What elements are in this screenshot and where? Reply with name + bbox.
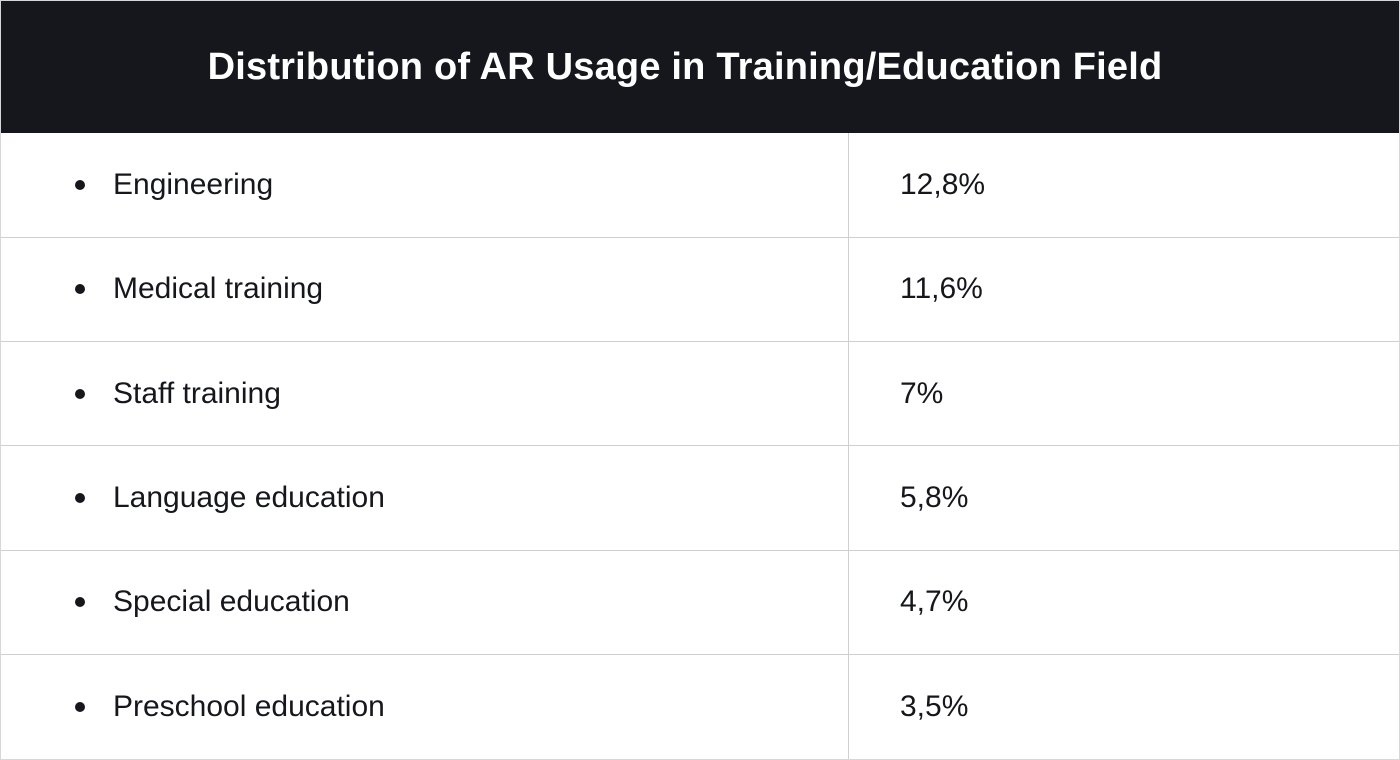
table-row: Staff training 7% xyxy=(1,342,1399,447)
row-value: 5,8% xyxy=(900,480,969,514)
table-body: Engineering 12,8% Medical training 11,6% Sta… xyxy=(1,133,1399,759)
table-row: Engineering 12,8% xyxy=(1,133,1399,238)
table-row: Language education 5,8% xyxy=(1,446,1399,551)
table-row: Medical training 11,6% xyxy=(1,237,1399,343)
bullet-icon xyxy=(75,179,85,190)
row-category: Preschool education xyxy=(113,689,385,723)
row-category: Engineering xyxy=(113,167,274,201)
row-category: Special education xyxy=(113,585,350,619)
row-value: 3,5% xyxy=(900,689,969,723)
bullet-icon xyxy=(75,388,85,399)
row-category: Language education xyxy=(113,480,385,514)
bullet-icon xyxy=(75,701,85,712)
table-row: Special education 4,7% xyxy=(1,550,1399,656)
bullet-icon xyxy=(75,492,85,503)
table-title: Distribution of AR Usage in Training/Edu… xyxy=(207,45,1163,88)
row-value: 11,6% xyxy=(900,272,983,306)
table-header: Distribution of AR Usage in Training/Edu… xyxy=(1,1,1399,133)
table-row: Preschool education 3,5% xyxy=(1,655,1399,759)
row-value: 7% xyxy=(900,376,944,410)
bullet-icon xyxy=(75,284,85,295)
bullet-icon xyxy=(75,597,85,608)
row-value: 4,7% xyxy=(900,585,969,619)
row-value: 12,8% xyxy=(900,167,986,201)
row-category: Medical training xyxy=(113,272,324,306)
row-category: Staff training xyxy=(113,376,281,410)
